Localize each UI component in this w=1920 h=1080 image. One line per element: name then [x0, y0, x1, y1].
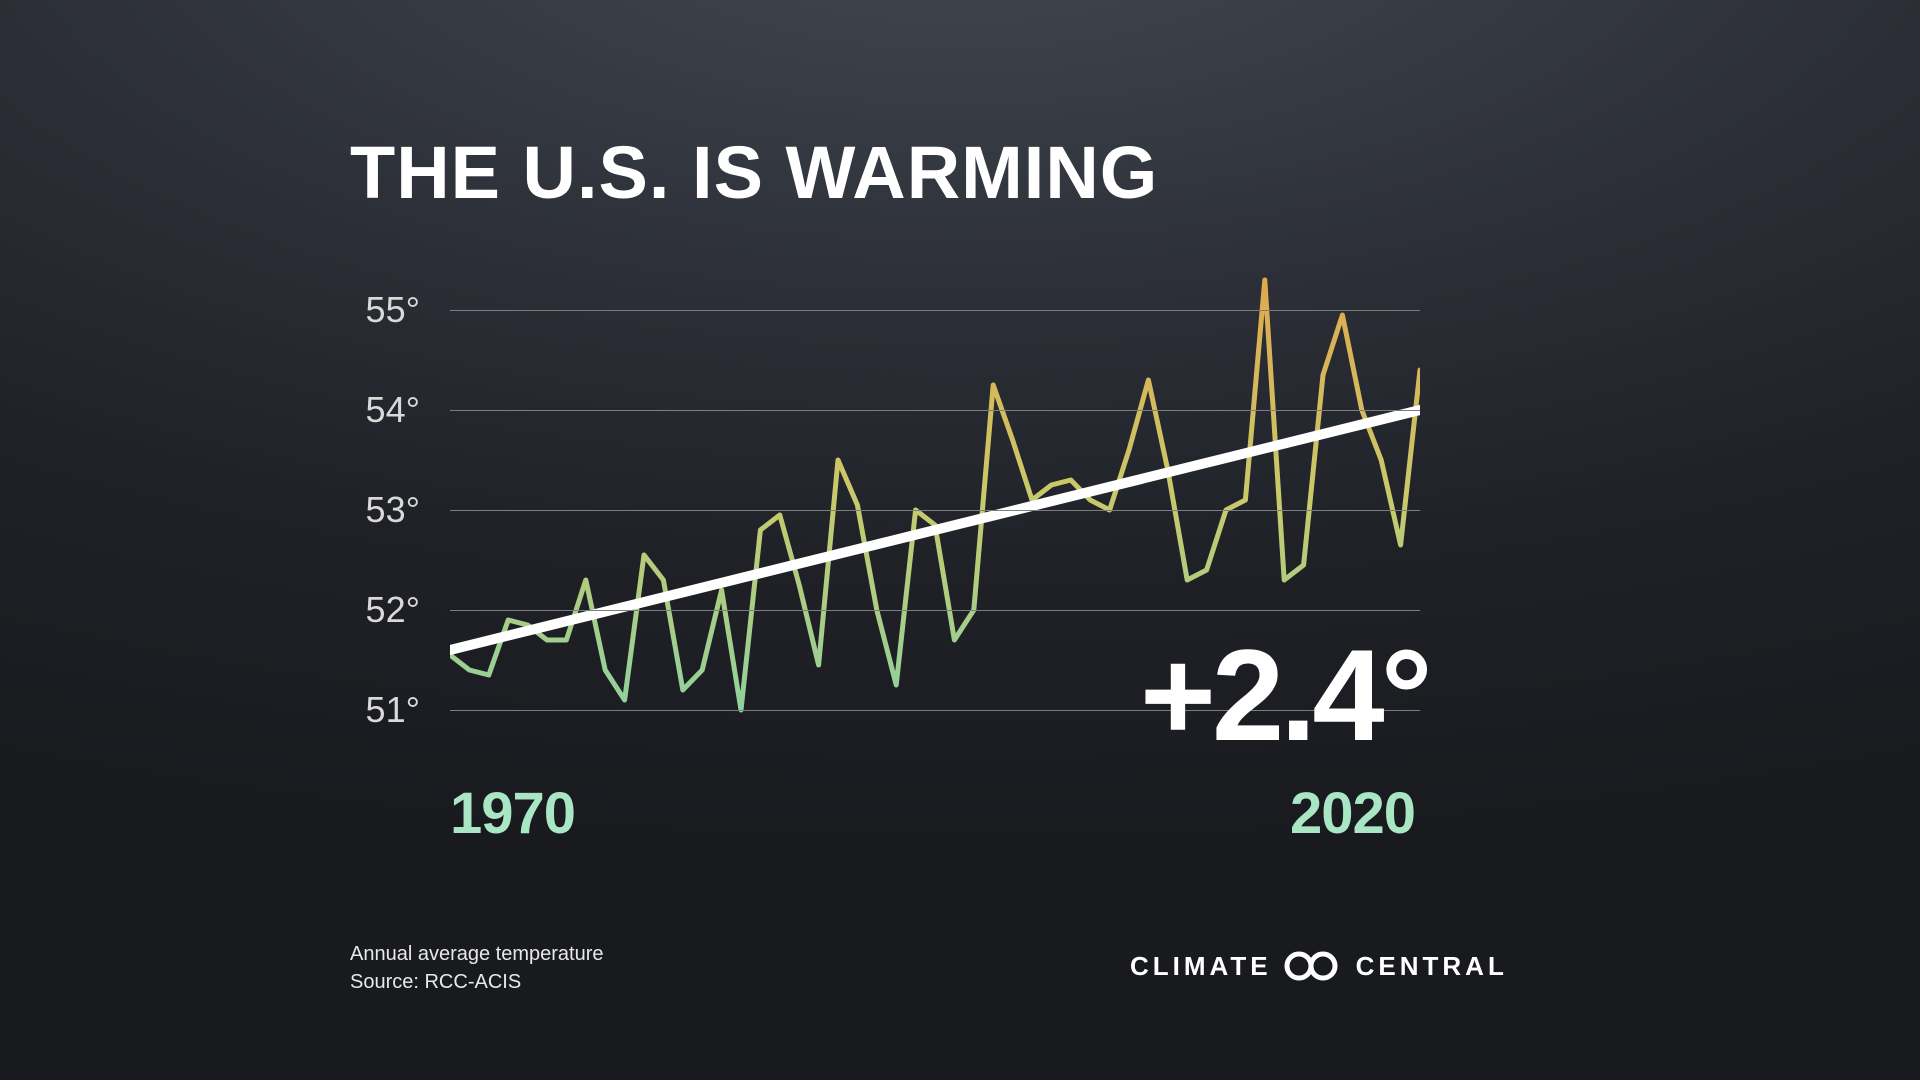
brand-left-word: CLIMATE [1130, 951, 1272, 982]
footnote: Annual average temperature Source: RCC-A… [350, 940, 604, 996]
trend-line [450, 410, 1420, 650]
ytick-label: 54° [340, 389, 420, 431]
ytick-label: 55° [340, 289, 420, 331]
gridline [450, 310, 1420, 311]
gridline [450, 610, 1420, 611]
ytick-label: 52° [340, 589, 420, 631]
xaxis-end-label: 2020 [1290, 780, 1415, 847]
chart-title: THE U.S. IS WARMING [350, 130, 1158, 215]
ytick-label: 51° [340, 689, 420, 731]
brand-right-word: CENTRAL [1356, 951, 1508, 982]
gridline [450, 510, 1420, 511]
gridline [450, 410, 1420, 411]
delta-callout: +2.4° [1140, 630, 1429, 760]
brand-logo: CLIMATE CENTRAL [1130, 950, 1508, 982]
xaxis-start-label: 1970 [450, 780, 575, 847]
brand-infinity-icon [1282, 950, 1346, 982]
footnote-line2: Source: RCC-ACIS [350, 968, 604, 996]
footnote-line1: Annual average temperature [350, 940, 604, 968]
ytick-label: 53° [340, 489, 420, 531]
